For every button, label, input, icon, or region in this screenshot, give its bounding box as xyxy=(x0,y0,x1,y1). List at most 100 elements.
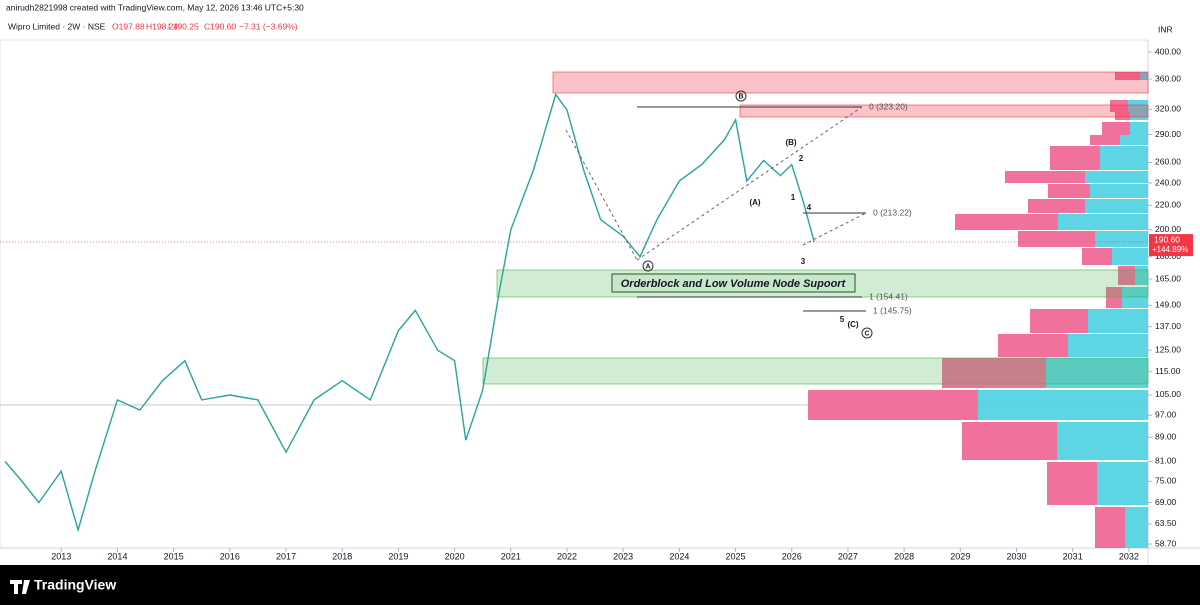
volume-profile-down xyxy=(1110,100,1128,112)
volume-profile-down xyxy=(1106,287,1122,308)
volume-profile-up xyxy=(1100,146,1148,170)
volume-profile-down xyxy=(1115,112,1130,120)
volume-profile-down xyxy=(1082,248,1112,265)
wave-label: B xyxy=(738,93,743,100)
y-tick-label: 75.00 xyxy=(1155,475,1177,485)
wave-circle xyxy=(861,327,873,339)
demand-zone xyxy=(482,357,1149,385)
y-tick-label: 200.00 xyxy=(1155,224,1181,234)
volume-profile-down xyxy=(1047,462,1097,505)
wave-label: 4 xyxy=(807,203,812,212)
volume-profile-up xyxy=(1112,248,1148,265)
volume-profile-down xyxy=(1005,171,1085,183)
volume-profile-down xyxy=(1095,507,1125,548)
wave-circle xyxy=(642,260,654,272)
brand: TradingView xyxy=(34,577,116,593)
volume-profile-up xyxy=(1085,199,1148,213)
wave-label: 5 xyxy=(840,315,845,324)
volume-profile-down xyxy=(808,390,978,420)
volume-profile-up xyxy=(1130,122,1148,135)
x-tick-label: 2026 xyxy=(782,551,802,561)
fib-label: 1 (154.41) xyxy=(869,291,908,301)
x-tick-label: 2020 xyxy=(445,551,465,561)
x-tick-label: 2029 xyxy=(950,551,970,561)
volume-profile-up xyxy=(978,390,1148,420)
volume-profile-up xyxy=(1095,231,1148,247)
brand-logo xyxy=(10,580,30,594)
y-tick-label: 63.50 xyxy=(1155,518,1177,528)
volume-profile-up xyxy=(1140,72,1148,80)
volume-profile-down xyxy=(1118,266,1135,285)
ohlc-close: C190.60 xyxy=(204,21,236,31)
y-tick-label: 149.00 xyxy=(1155,299,1181,309)
x-tick-label: 2030 xyxy=(1006,551,1026,561)
fib-label: 1 (145.75) xyxy=(873,305,912,315)
y-tick-label: 360.00 xyxy=(1155,73,1181,83)
credit: anirudh2821998 created with TradingView.… xyxy=(6,2,304,12)
volume-profile-down xyxy=(998,334,1068,357)
wave-label: C xyxy=(864,330,869,337)
volume-profile-up xyxy=(1057,422,1148,460)
volume-profile-down xyxy=(942,358,1046,388)
x-tick-label: 2024 xyxy=(669,551,689,561)
volume-profile-down xyxy=(1030,309,1088,333)
zone-label: Orderblock and Low Volume Node Supoort xyxy=(621,278,847,290)
volume-profile-up xyxy=(1135,266,1148,285)
y-tick-label: 165.00 xyxy=(1155,273,1181,283)
volume-profile-down xyxy=(1028,199,1085,213)
y-tick-label: 58.70 xyxy=(1155,538,1177,548)
x-tick-label: 2013 xyxy=(51,551,71,561)
x-tick-label: 2014 xyxy=(107,551,127,561)
x-tick-label: 2017 xyxy=(276,551,296,561)
volume-profile-up xyxy=(1090,184,1148,198)
wave-label: A xyxy=(645,263,650,270)
y-tick-label: 260.00 xyxy=(1155,157,1181,167)
y-tick-label: 105.00 xyxy=(1155,389,1181,399)
last-change: +144.89% xyxy=(1152,245,1188,254)
y-tick-label: 240.00 xyxy=(1155,177,1181,187)
x-tick-label: 2023 xyxy=(613,551,633,561)
ohlc-high: H198.24 xyxy=(146,21,178,31)
y-tick-label: 97.00 xyxy=(1155,410,1177,420)
x-tick-label: 2028 xyxy=(894,551,914,561)
fib-label: 0 (323.20) xyxy=(869,101,908,111)
symbol: Wipro Limited · 2W · NSE xyxy=(8,21,106,31)
y-tick-label: 125.00 xyxy=(1155,345,1181,355)
ohlc-open: O197.88 xyxy=(112,21,145,31)
price-line xyxy=(4,92,815,533)
volume-profile-up xyxy=(1120,135,1148,145)
volume-profile-up xyxy=(1046,358,1148,388)
currency: INR xyxy=(1158,24,1173,34)
y-tick-label: 115.00 xyxy=(1155,366,1181,376)
volume-profile-down xyxy=(1090,135,1120,145)
volume-profile-up xyxy=(1125,507,1148,548)
wave-label: 2 xyxy=(799,154,804,163)
x-tick-label: 2022 xyxy=(557,551,577,561)
x-tick-label: 2027 xyxy=(838,551,858,561)
y-tick-label: 290.00 xyxy=(1155,129,1181,139)
y-tick-label: 220.00 xyxy=(1155,200,1181,210)
volume-profile-up xyxy=(1097,462,1148,505)
volume-profile-down xyxy=(1102,122,1130,135)
fib-label: 0 (213.22) xyxy=(873,207,912,217)
volume-profile-down xyxy=(1048,184,1090,198)
volume-profile-up xyxy=(1122,287,1148,308)
trend-line xyxy=(565,129,638,261)
x-tick-label: 2032 xyxy=(1119,551,1139,561)
y-tick-label: 89.00 xyxy=(1155,432,1177,442)
x-tick-label: 2016 xyxy=(220,551,240,561)
last-price: 190.60 xyxy=(1154,234,1180,244)
y-tick-label: 320.00 xyxy=(1155,104,1181,114)
wave-label: 3 xyxy=(801,257,806,266)
x-tick-label: 2018 xyxy=(332,551,352,561)
wave-label: (B) xyxy=(785,138,796,147)
volume-profile-up xyxy=(1058,214,1148,230)
wave-label: (C) xyxy=(847,320,858,329)
volume-profile-down xyxy=(962,422,1057,460)
footer xyxy=(0,565,1200,605)
ohlc-low: L190.25 xyxy=(168,21,199,31)
volume-profile-up xyxy=(1085,171,1148,183)
